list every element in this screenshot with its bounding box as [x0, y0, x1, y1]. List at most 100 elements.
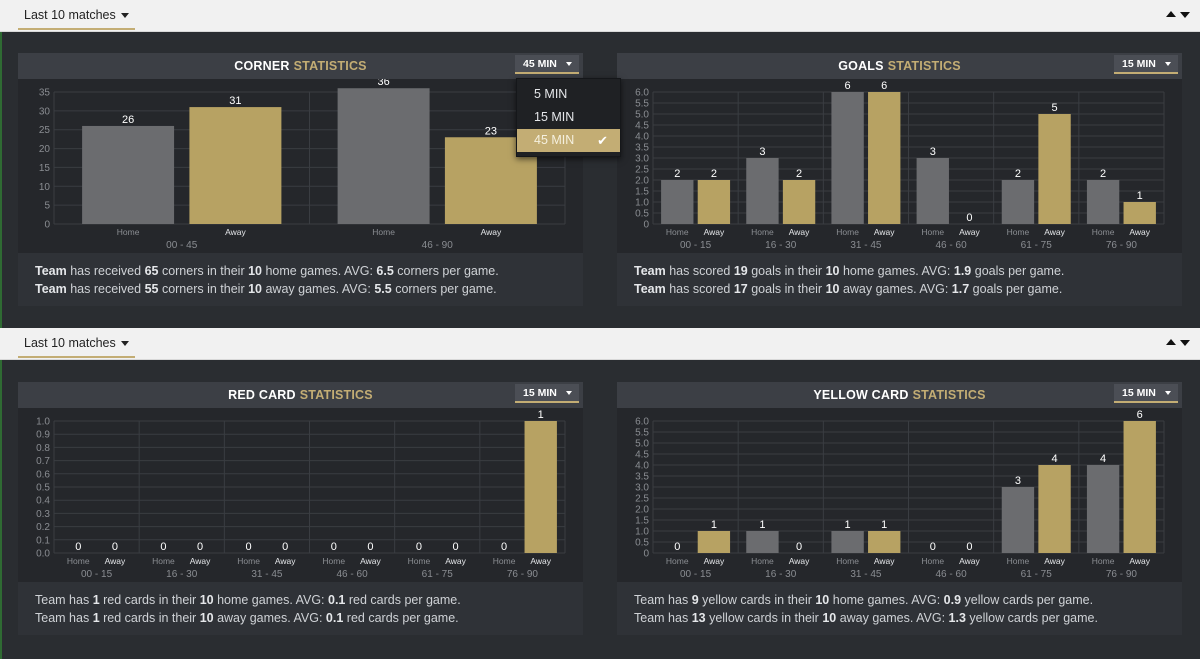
matches-filter-label: Last 10 matches — [24, 8, 116, 22]
caret-down-icon — [566, 391, 572, 395]
bar-home[interactable] — [831, 92, 864, 224]
bar-away[interactable] — [697, 180, 731, 224]
bar-away[interactable] — [697, 531, 731, 553]
summary-text-part: red cards per game. — [343, 611, 459, 625]
series-label: Away — [225, 227, 246, 237]
interval-select-button[interactable]: 15 MIN — [1114, 55, 1178, 74]
panel-title: RED CARD STATISTICS — [18, 382, 583, 408]
dropdown-option-5-min[interactable]: 5 MIN — [517, 83, 620, 106]
value-label: 0 — [930, 541, 936, 553]
series-label: Home — [921, 227, 944, 237]
checkmark-icon: ✔ — [597, 133, 608, 148]
bar-home[interactable] — [746, 158, 779, 224]
category-label: 46 - 90 — [422, 240, 454, 251]
y-tick-label: 2.0 — [635, 176, 649, 187]
y-tick-label: 0.3 — [36, 509, 50, 520]
y-tick-label: 1.0 — [36, 417, 50, 428]
summary-text: Team has received 65 corners in their 10… — [18, 253, 583, 306]
value-label: 3 — [759, 146, 765, 158]
series-label: Home — [1007, 556, 1030, 566]
value-label: 4 — [1051, 453, 1057, 465]
y-tick-label: 0.5 — [635, 538, 649, 549]
matches-filter-button-1[interactable]: Last 10 matches — [18, 0, 135, 30]
summary-total: 19 — [733, 264, 748, 278]
series-label: Home — [1007, 227, 1030, 237]
category-label: 31 - 45 — [850, 569, 882, 580]
value-label: 1 — [711, 519, 717, 531]
bar-chart: 0 0.5 1.0 1.5 2.0 2.5 3.0 3.5 4.0 4.5 5.0 5.5 6.0 2 Ho… — [617, 79, 1182, 253]
series-label: Home — [751, 556, 774, 566]
category-label: 00 - 15 — [680, 569, 712, 580]
value-label: 6 — [881, 80, 887, 92]
bar-away[interactable] — [1038, 114, 1071, 224]
bar-away[interactable] — [189, 107, 282, 224]
bar-home[interactable] — [337, 88, 430, 224]
summary-text-part: home games. AVG: — [213, 593, 328, 607]
bar-away[interactable] — [782, 180, 816, 224]
value-label: 2 — [711, 168, 717, 180]
panel-title-main: YELLOW CARD — [813, 388, 909, 402]
y-tick-label: 30 — [39, 106, 51, 117]
bar-home[interactable] — [916, 158, 949, 224]
value-label: 6 — [845, 80, 851, 92]
series-label: Away — [1044, 556, 1065, 566]
value-label: 2 — [674, 168, 680, 180]
arrow-down-icon — [1180, 12, 1190, 18]
bar-home[interactable] — [746, 531, 779, 553]
series-label: Home — [67, 556, 90, 566]
summary-total: 65 — [144, 264, 159, 278]
series-label: Away — [874, 556, 895, 566]
collapse-toggle-2[interactable] — [1166, 339, 1192, 349]
panel-title-highlight: STATISTICS — [912, 388, 986, 402]
bar-away[interactable] — [868, 92, 901, 224]
caret-down-icon — [1165, 391, 1171, 395]
caret-down-icon — [120, 341, 129, 347]
summary-total: 1 — [92, 593, 100, 607]
value-label: 0 — [674, 541, 680, 553]
bar-away[interactable] — [868, 531, 901, 553]
bar-away[interactable] — [1123, 421, 1156, 553]
y-tick-label: 1.5 — [635, 516, 649, 527]
value-label: 0 — [331, 541, 337, 553]
left-edge-accent — [0, 360, 2, 659]
y-tick-label: 20 — [39, 144, 51, 155]
series-label: Away — [530, 556, 551, 566]
interval-select-label: 45 MIN — [523, 58, 557, 70]
summary-text-part: corners per game. — [393, 264, 499, 278]
bar-home[interactable] — [661, 180, 694, 224]
bar-home[interactable] — [1086, 465, 1120, 553]
category-label: 16 - 30 — [166, 569, 198, 580]
summary-games: 10 — [199, 611, 214, 625]
bar-away[interactable] — [1123, 202, 1156, 224]
value-label: 36 — [377, 79, 389, 88]
value-label: 1 — [759, 519, 765, 531]
panel-title: CORNER STATISTICS — [18, 53, 583, 79]
panel-title-main: RED CARD — [228, 388, 296, 402]
y-tick-label: 0.0 — [36, 549, 50, 560]
bar-home[interactable] — [831, 531, 864, 553]
bar-chart: 0.0 0.1 0.2 0.3 0.4 0.5 0.6 0.7 0.8 0.9 1.0 0 Home 0 A… — [18, 408, 583, 582]
bar-home[interactable] — [1086, 180, 1120, 224]
value-label: 0 — [112, 541, 118, 553]
bar-away[interactable] — [524, 421, 557, 553]
yellow-card-statistics-panel: YELLOW CARD STATISTICS 15 MIN 0 0.5 1.0 1.5 2.0… — [617, 382, 1182, 635]
interval-select-button[interactable]: 15 MIN — [515, 384, 579, 403]
value-label: 1 — [1137, 190, 1143, 202]
dropdown-option-45-min[interactable]: 45 MIN ✔ — [517, 129, 620, 152]
value-label: 1 — [881, 519, 887, 531]
matches-filter-button-2[interactable]: Last 10 matches — [18, 328, 135, 358]
dropdown-option-15-min[interactable]: 15 MIN — [517, 106, 620, 129]
series-label: Home — [666, 556, 689, 566]
arrow-up-icon — [1166, 11, 1176, 17]
bar-home[interactable] — [82, 125, 175, 224]
bar-home[interactable] — [1001, 180, 1035, 224]
interval-select-button[interactable]: 15 MIN — [1114, 384, 1178, 403]
summary-subject: Team — [634, 593, 665, 607]
series-label: Home — [921, 556, 944, 566]
collapse-toggle-1[interactable] — [1166, 11, 1192, 21]
bar-away[interactable] — [1038, 465, 1071, 553]
interval-select-button[interactable]: 45 MIN — [515, 55, 579, 74]
bar-home[interactable] — [1001, 487, 1035, 553]
summary-text-part: corners in their — [158, 282, 249, 296]
summary-line: Team has 1 red cards in their 10 home ga… — [35, 591, 583, 609]
